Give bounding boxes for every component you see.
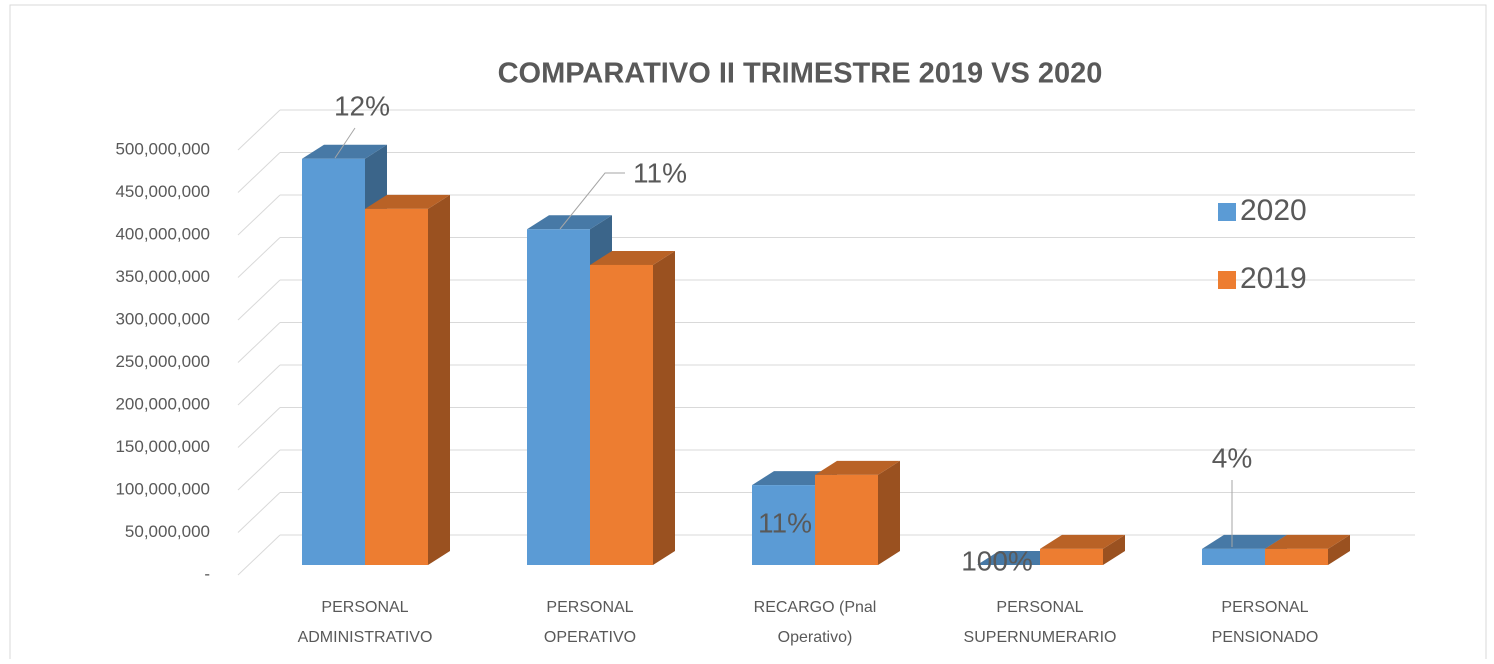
- y-tick-label: 450,000,000: [115, 182, 210, 201]
- grid-line-side: [237, 279, 281, 321]
- bar-side: [1328, 534, 1350, 565]
- x-tick-label: PERSONAL: [321, 599, 408, 616]
- grid-line-side: [237, 407, 281, 448]
- y-tick-label: 250,000,000: [115, 352, 210, 371]
- legend-swatch: [1218, 271, 1236, 289]
- bar-top: [302, 144, 387, 159]
- x-tick-label: PERSONAL: [996, 599, 1083, 616]
- y-tick-label: -: [204, 564, 210, 583]
- x-tick-label: PERSONAL: [1221, 599, 1308, 616]
- bar-top: [1202, 534, 1287, 549]
- data-label: 100%: [961, 545, 1033, 576]
- bar-top: [365, 194, 450, 209]
- y-tick-label: 100,000,000: [115, 479, 210, 498]
- leader-line: [559, 172, 625, 230]
- y-tick-label: 200,000,000: [115, 394, 210, 413]
- bar: [527, 229, 590, 565]
- y-tick-label: 300,000,000: [115, 309, 210, 328]
- x-tick-label: PENSIONADO: [1212, 629, 1319, 646]
- grid-line-side: [237, 152, 281, 193]
- x-tick-label: RECARGO (Pnal: [754, 599, 877, 616]
- chart-title: COMPARATIVO II TRIMESTRE 2019 VS 2020: [498, 58, 1103, 90]
- data-label: 11%: [758, 507, 812, 538]
- bar-side: [1103, 534, 1125, 565]
- legend-label: 2019: [1240, 262, 1307, 295]
- x-tick-label: Operativo): [778, 629, 853, 646]
- grid-line-side: [237, 237, 281, 278]
- legend-label: 2020: [1240, 194, 1307, 227]
- bar-top: [527, 215, 612, 230]
- bar-side: [428, 194, 450, 565]
- y-tick-label: 350,000,000: [115, 267, 210, 286]
- x-tick-label: OPERATIVO: [544, 629, 636, 646]
- grid-line-side: [237, 109, 281, 151]
- bar: [1202, 548, 1265, 565]
- bar: [815, 474, 878, 565]
- x-tick-label: SUPERNUMERARIO: [964, 629, 1117, 646]
- grid-line-side: [237, 364, 281, 406]
- data-label: 12%: [334, 90, 390, 121]
- grid-line-side: [237, 534, 281, 576]
- grid-line-side: [237, 492, 281, 533]
- bar: [752, 485, 815, 565]
- bar-top: [590, 250, 675, 265]
- data-label: 4%: [1212, 442, 1252, 473]
- y-tick-label: 400,000,000: [115, 224, 210, 243]
- bar-top: [1040, 534, 1125, 549]
- bar-side: [878, 460, 900, 565]
- y-tick-label: 150,000,000: [115, 437, 210, 456]
- bar-top: [1265, 534, 1350, 549]
- bar: [1040, 548, 1103, 565]
- bar-top: [815, 460, 900, 475]
- legend-swatch: [1218, 203, 1236, 221]
- x-tick-label: ADMINISTRATIVO: [298, 629, 433, 646]
- bar: [302, 158, 365, 565]
- bar-side: [653, 250, 675, 565]
- grid-line-side: [237, 322, 281, 363]
- grid-line-side: [237, 194, 281, 236]
- grid-line-side: [237, 449, 281, 491]
- bar: [365, 208, 428, 565]
- bar: [1265, 548, 1328, 565]
- data-label: 11%: [633, 157, 687, 188]
- y-tick-label: 50,000,000: [125, 522, 210, 541]
- y-tick-label: 500,000,000: [115, 139, 210, 158]
- bar: [590, 264, 653, 565]
- leader-line: [334, 127, 356, 159]
- x-tick-label: PERSONAL: [546, 599, 633, 616]
